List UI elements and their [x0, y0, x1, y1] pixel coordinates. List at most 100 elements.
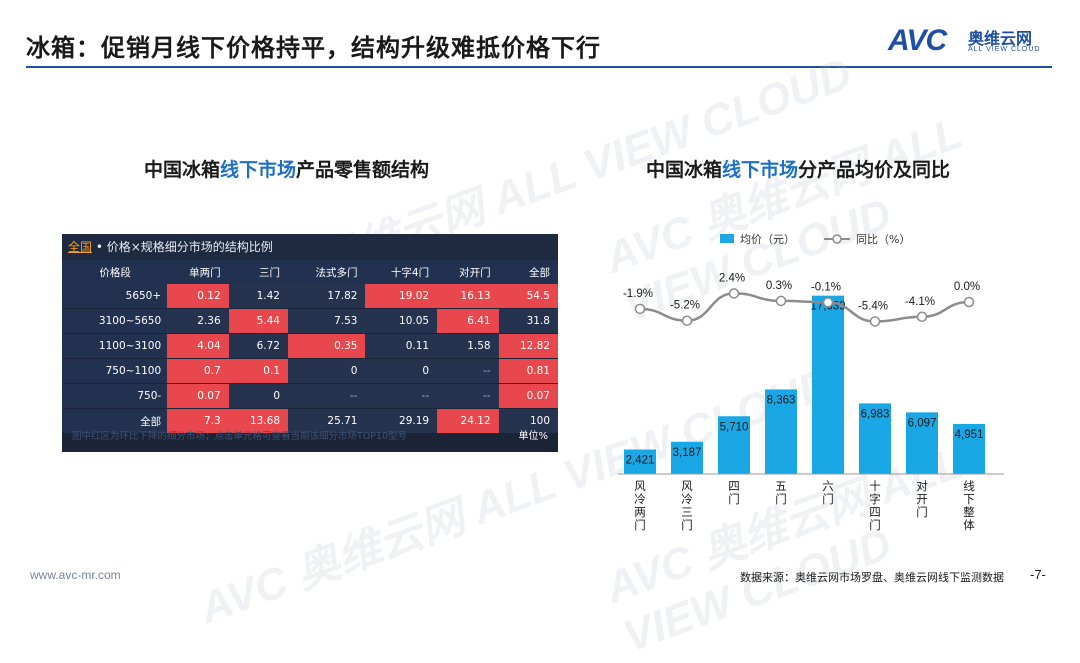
bar [765, 389, 797, 474]
logo-avc-text: AVC [888, 24, 947, 57]
table-cell[interactable]: 10.05 [365, 308, 438, 334]
bar-value-label: 5,710 [720, 421, 749, 433]
right-title-highlight: 线下市场 [722, 159, 799, 181]
page-title: 冰箱：促销月线下价格持平，结构升级难抵价格下行 [26, 34, 601, 62]
page-number: -7- [1030, 567, 1046, 582]
table-cell[interactable]: 0.07 [167, 383, 229, 409]
category-label: 线下整体 [963, 479, 975, 532]
column-header: 对开门 [437, 260, 499, 284]
bar-value-label: 6,983 [861, 408, 890, 420]
yoy-marker [869, 316, 881, 327]
footer-source: 数据来源：奥维云网市场罗盘、奥维云网线下监测数据 [740, 571, 1004, 584]
table-cell[interactable]: 0.7 [167, 358, 229, 384]
legend-label-bar: 均价（元） [740, 233, 795, 246]
yoy-value-label: -5.2% [670, 300, 700, 312]
table-cell[interactable]: 12.82 [498, 333, 558, 359]
yoy-marker [916, 311, 928, 323]
table-cell[interactable]: 0.81 [498, 358, 558, 384]
row-label: 全部 [62, 408, 168, 434]
yoy-value-label: 0.0% [954, 281, 980, 293]
bar-value-label: 6,097 [908, 417, 937, 429]
table-cell[interactable]: 16.13 [437, 284, 499, 309]
panel-unit: 单位% [518, 431, 548, 442]
table-row: 5650+ 0.12 1.42 17.82 19.02 16.13 54.5 [62, 284, 558, 309]
table-cell[interactable]: 0.12 [167, 284, 229, 309]
table-row: 750~1100 0.7 0.1 0 0 -- 0.81 [62, 358, 558, 384]
category-label: 六门 [822, 479, 834, 506]
table-cell[interactable]: 6.41 [437, 308, 499, 334]
table-cell[interactable]: 5.44 [228, 308, 288, 334]
yoy-value-label: -5.4% [858, 300, 888, 312]
legend-label-line: 同比（%） [856, 233, 910, 246]
panel-header: 全国 • 价格×规格细分市场的结构比例 [62, 234, 558, 260]
table-cell[interactable]: 29.19 [365, 408, 438, 434]
table-cell[interactable]: 7.3 [167, 408, 229, 434]
yoy-marker [775, 295, 787, 307]
table-cell[interactable]: -- [437, 358, 499, 384]
column-header: 法式多门 [288, 260, 366, 284]
table-cell[interactable]: 0 [228, 383, 288, 409]
row-label: 750~1100 [62, 358, 168, 384]
table-cell[interactable]: 24.12 [437, 408, 499, 434]
column-header: 十字4门 [365, 260, 438, 284]
category-label: 四门 [728, 479, 740, 506]
table-cell[interactable]: 13.68 [228, 408, 288, 434]
yoy-marker [963, 296, 975, 308]
table-cell[interactable]: 0 [288, 358, 366, 384]
table-cell[interactable]: -- [288, 383, 366, 409]
table-cell[interactable]: 7.53 [288, 308, 366, 334]
footer-url[interactable]: www.avc-mr.com [30, 568, 121, 582]
table-cell[interactable]: 54.5 [498, 284, 558, 309]
right-title-pre: 中国冰箱 [646, 159, 723, 181]
bar [906, 412, 938, 474]
table-cell[interactable]: 4.04 [167, 333, 229, 359]
logo-cn-text: 奥维云网 [968, 29, 1033, 48]
table-cell[interactable]: 0.07 [498, 383, 558, 409]
table-cell[interactable]: 17.82 [288, 284, 366, 309]
table-cell[interactable]: 31.8 [498, 308, 558, 334]
column-header: 全部 [498, 260, 558, 284]
bar-value-label: 3,187 [673, 447, 702, 459]
table-cell[interactable]: 100 [498, 408, 558, 434]
table-cell[interactable]: 1.42 [228, 284, 288, 309]
left-title-post: 产品零售额结构 [296, 159, 430, 181]
table-cell[interactable]: 1.58 [437, 333, 499, 359]
price-chart: 均价（元）同比（%）2,4213,1875,7108,36317,6396,98… [618, 233, 1004, 532]
column-header: 三门 [228, 260, 288, 284]
table-cell[interactable]: 0.11 [365, 333, 438, 359]
table-cell[interactable]: -- [437, 383, 499, 409]
yoy-value-label: -1.9% [623, 288, 653, 300]
bar [671, 441, 703, 474]
yoy-line [639, 292, 970, 323]
table-row: 3100~5650 2.36 5.44 7.53 10.05 6.41 31.8 [62, 308, 558, 334]
yoy-value-label: 0.3% [766, 280, 792, 292]
table-cell[interactable]: 0.35 [288, 333, 366, 359]
yoy-marker [634, 303, 646, 315]
bar [718, 416, 750, 474]
table-cell[interactable]: -- [365, 383, 438, 409]
bar [953, 423, 985, 474]
bar [859, 403, 891, 474]
category-label: 风冷三门 [681, 479, 693, 532]
right-chart-title: 中国冰箱线下市场分产品均价及同比 [646, 155, 950, 182]
bar [624, 449, 656, 474]
table-cell[interactable]: 6.72 [228, 333, 288, 359]
yoy-value-label: -4.1% [905, 296, 935, 308]
structure-table: 价格段 单两门 三门 法式多门 十字4门 对开门 全部 5650+ 0.12 1.42 17.82… [62, 260, 558, 434]
avc-logo: AVC 奥维云网 ALL VIEW CLOUD [888, 24, 1058, 58]
logo-en-text: ALL VIEW CLOUD [968, 46, 1041, 53]
category-label: 风冷两门 [634, 479, 646, 532]
table-cell[interactable]: 25.71 [288, 408, 366, 434]
right-title-post: 分产品均价及同比 [798, 159, 951, 181]
structure-table-panel: 全国 • 价格×规格细分市场的结构比例 价格段 单两门 三门 法式多门 十字4门 对开门全… [62, 234, 558, 452]
tab-national[interactable]: 全国 [68, 240, 93, 254]
row-label: 5650+ [62, 284, 168, 309]
table-cell[interactable]: 0.1 [228, 358, 288, 384]
table-cell[interactable]: 2.36 [167, 308, 229, 334]
row-label: 1100~3100 [62, 333, 168, 359]
table-cell[interactable]: 0 [365, 358, 438, 384]
left-title-highlight: 线下市场 [220, 159, 297, 181]
left-chart-title: 中国冰箱线下市场产品零售额结构 [144, 155, 429, 182]
table-cell[interactable]: 19.02 [365, 284, 438, 309]
bar-value-label: 8,363 [767, 394, 796, 406]
